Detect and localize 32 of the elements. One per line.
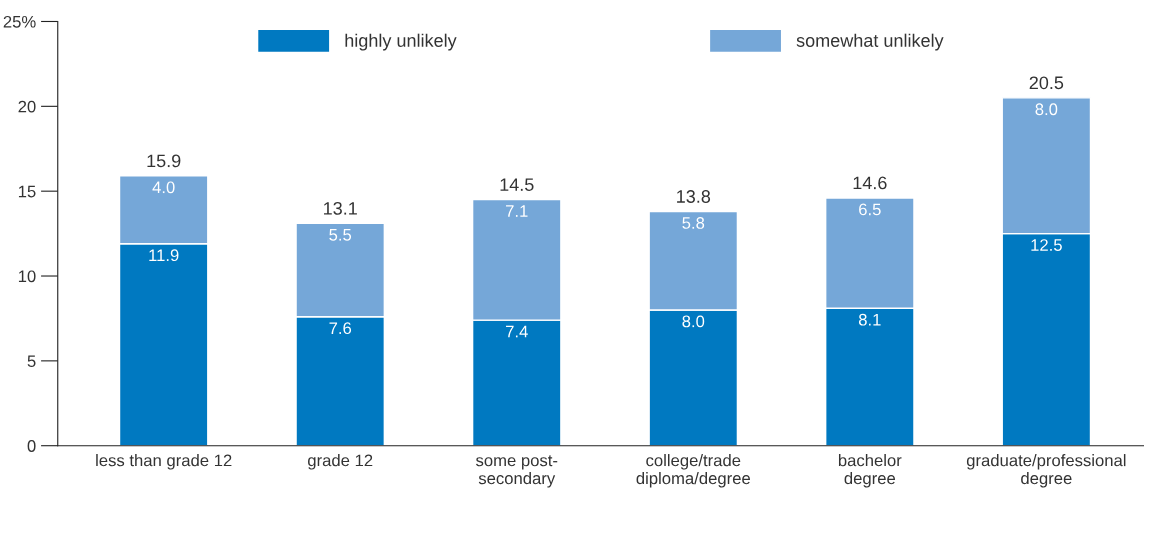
x-tick-label: college/trade diploma/degree [636,454,750,488]
legend-label: highly unlikely [345,33,457,51]
data-label: 7.4 [506,325,528,338]
data-label: 5.8 [682,217,705,229]
total-label: 13.8 [677,190,711,203]
data-label: 11.9 [149,249,179,262]
data-label: 7.1 [506,205,528,217]
total-label: 14.6 [853,176,887,190]
y-tick-label: 15 [18,185,36,198]
y-tick-label: 0 [27,440,36,452]
legend-label: somewhat unlikely [796,33,944,51]
data-label: 6.5 [859,203,881,216]
total-label: 15.9 [147,154,181,168]
y-tick-label: 25% [3,15,36,28]
total-label: 13.1 [324,201,357,215]
data-label: 5.5 [329,229,352,241]
x-tick-label: some post- secondary [475,455,558,488]
data-label: 8.0 [682,315,705,328]
data-label: 4.0 [152,181,175,194]
y-tick-label: 20 [18,100,36,113]
x-tick-label: bachelor degree [838,454,902,488]
data-label: 8.0 [1035,103,1058,116]
x-tick-label: less than grade 12 [96,454,232,470]
y-tick-label: 10 [18,270,36,283]
x-tick-label: graduate/professional degree [966,454,1126,488]
y-tick-label: 5 [27,355,36,368]
data-label: 12.5 [1031,239,1062,251]
x-tick-label: grade 12 [308,454,373,470]
total-label: 20.5 [1029,76,1064,90]
data-label: 8.1 [858,313,881,326]
data-label: 7.6 [329,322,352,335]
total-label: 14.5 [500,178,534,191]
